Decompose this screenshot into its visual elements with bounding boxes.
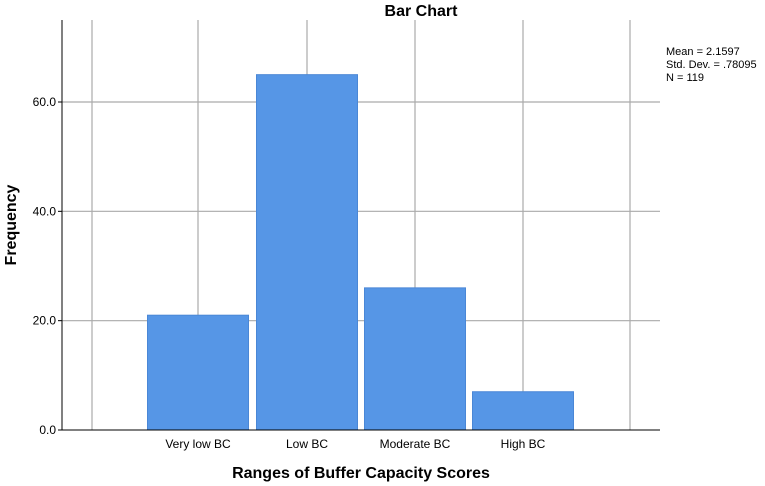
bars [147,74,574,431]
x-axis-title: Ranges of Buffer Capacity Scores [232,465,490,482]
y-tick-label-0: 0.0 [39,423,56,437]
stats-box: Mean = 2.1597 Std. Dev. = .78095 N = 119 [666,46,757,84]
y-tick-labels: 0.0 20.0 40.0 60.0 [33,95,62,437]
x-tick-label-2: Moderate BC [380,437,451,451]
x-tick-labels: Very low BC Low BC Moderate BC High BC [165,437,545,451]
y-tick-label-3: 60.0 [33,95,57,109]
stats-n: N = 119 [666,72,704,84]
y-tick-label-1: 20.0 [33,314,57,328]
bar-1 [256,74,358,431]
x-tick-label-0: Very low BC [165,437,231,451]
stats-mean: Mean = 2.1597 [666,46,740,58]
chart-title: Bar Chart [385,3,459,20]
bar-3 [472,391,574,431]
stats-std-dev: Std. Dev. = .78095 [666,59,757,71]
y-tick-label-2: 40.0 [33,204,57,218]
axes [61,20,660,431]
y-axis-title: Frequency [3,184,20,265]
bar-2 [364,287,466,431]
x-tick-label-1: Low BC [286,437,328,451]
x-tick-label-3: High BC [501,437,546,451]
bar-0 [147,314,249,431]
